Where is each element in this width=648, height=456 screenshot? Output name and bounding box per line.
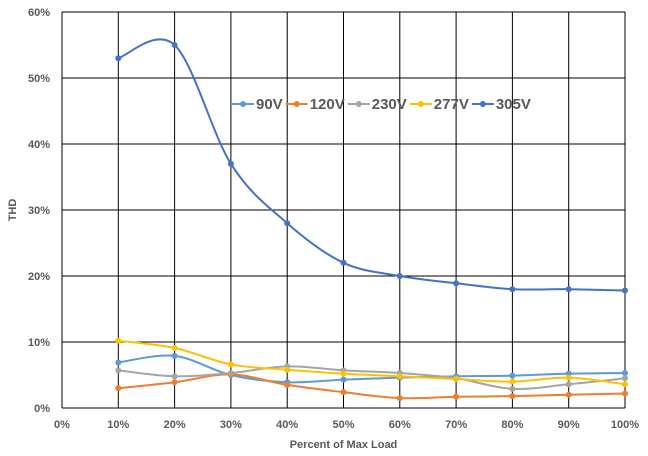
x-tick-label: 20% (164, 419, 186, 431)
x-tick-label: 0% (54, 419, 70, 431)
legend-swatch-marker (240, 101, 246, 107)
x-axis-ticks: 0% 10% 20% 30% 40% 50% 60% 70% 80% 90% 100% (54, 419, 639, 431)
data-point (171, 352, 178, 359)
x-tick-label: 10% (107, 419, 129, 431)
y-tick-label: 30% (28, 205, 50, 217)
data-point (565, 381, 572, 388)
y-tick-label: 40% (28, 139, 50, 151)
series-90v (115, 352, 628, 386)
data-point (115, 367, 122, 374)
legend-label: 305V (496, 96, 531, 113)
data-point (340, 389, 347, 396)
data-point (171, 373, 178, 380)
legend-label: 277V (434, 96, 469, 113)
data-point (453, 393, 460, 400)
data-point (227, 370, 234, 377)
data-point (171, 379, 178, 386)
data-point (340, 370, 347, 377)
series-305v (115, 38, 628, 294)
legend-swatch-marker (417, 101, 424, 107)
data-point (565, 286, 572, 293)
data-point (509, 385, 516, 392)
legend-swatch-marker (293, 101, 300, 107)
data-point (565, 391, 572, 398)
x-tick-label: 60% (389, 419, 411, 431)
x-tick-label: 50% (332, 419, 354, 431)
grid-lines (61, 11, 626, 409)
y-tick-label: 20% (28, 271, 50, 283)
data-point (565, 374, 572, 381)
legend-item-230v: 230V (347, 96, 407, 113)
legend-item-120v: 120V (285, 96, 345, 113)
data-point (622, 370, 628, 377)
legend-item-277v: 277V (409, 96, 469, 113)
data-point (227, 160, 234, 167)
y-tick-label: 60% (28, 7, 50, 19)
data-point (396, 373, 403, 380)
data-point (340, 259, 347, 266)
x-tick-label: 90% (558, 419, 580, 431)
data-point (115, 55, 122, 62)
series-line (117, 38, 626, 292)
x-tick-label: 40% (276, 419, 298, 431)
data-point (171, 344, 178, 351)
legend-swatch-marker (479, 101, 486, 107)
y-axis-title: THD (7, 199, 19, 222)
x-axis-title: Percent of Max Load (290, 439, 398, 451)
data-point (115, 385, 122, 392)
series-line (118, 339, 626, 386)
data-point (453, 375, 460, 382)
data-point (115, 359, 122, 366)
data-point (509, 372, 516, 379)
data-point (509, 378, 516, 385)
data-point (284, 381, 291, 388)
y-tick-label: 10% (28, 337, 50, 349)
x-tick-label: 70% (445, 419, 467, 431)
series-layer (115, 38, 628, 402)
y-axis-ticks: 0% 10% 20% 30% 40% 50% 60% (28, 7, 50, 415)
y-tick-label: 0% (34, 403, 50, 415)
data-point (622, 390, 628, 397)
series-120v (115, 371, 628, 402)
series-line (118, 373, 626, 400)
data-point (622, 381, 628, 388)
series-line (118, 365, 626, 391)
x-tick-label: 100% (611, 419, 639, 431)
data-point (227, 361, 234, 368)
data-point (509, 286, 516, 293)
data-point (396, 273, 403, 279)
legend-label: 90V (256, 96, 283, 113)
data-point (340, 376, 347, 383)
x-tick-label: 30% (220, 419, 242, 431)
data-point (115, 337, 122, 344)
data-point (509, 393, 516, 400)
data-point (284, 366, 291, 373)
x-tick-label: 80% (501, 419, 523, 431)
data-point (622, 287, 628, 294)
y-tick-label: 50% (28, 73, 50, 85)
data-point (622, 375, 628, 382)
legend: 90V 120V 230V 277V 305V (232, 96, 531, 113)
data-point (396, 395, 403, 402)
legend-swatch-marker (355, 101, 362, 107)
data-point (453, 280, 460, 287)
legend-item-305v: 305V (471, 96, 531, 113)
legend-label: 230V (372, 96, 407, 113)
data-point (171, 42, 178, 48)
legend-item-90v: 90V (232, 96, 283, 113)
series-277v (115, 337, 628, 388)
series-line (118, 354, 626, 384)
data-point (284, 220, 291, 227)
legend-label: 120V (310, 96, 345, 113)
